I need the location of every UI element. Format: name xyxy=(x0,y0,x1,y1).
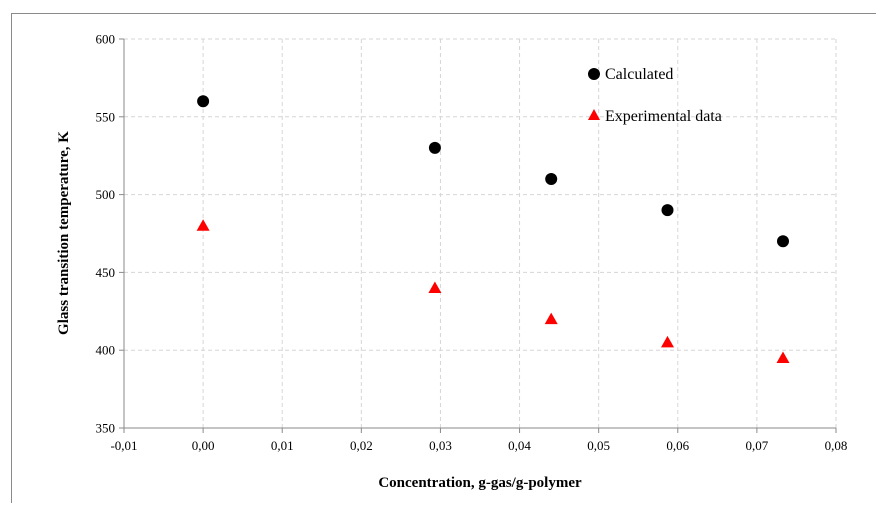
x-tick-label: 0,01 xyxy=(271,438,294,453)
data-point-calculated xyxy=(197,95,209,107)
data-point-experimental xyxy=(776,351,789,363)
legend-label-experimental: Experimental data xyxy=(605,108,722,125)
data-point-calculated xyxy=(661,204,673,216)
x-tick-label: 0,07 xyxy=(746,438,769,453)
x-tick-label: 0,02 xyxy=(350,438,373,453)
data-point-calculated xyxy=(777,235,789,247)
data-point-calculated xyxy=(429,142,441,154)
data-point-experimental xyxy=(428,281,441,293)
x-tick-label: 0,04 xyxy=(508,438,531,453)
y-tick-label: 350 xyxy=(96,421,116,436)
axes xyxy=(119,39,836,433)
y-tick-label: 450 xyxy=(96,265,116,280)
data-point-experimental xyxy=(545,313,558,325)
data-point-experimental xyxy=(197,219,210,231)
x-tick-label: 0,03 xyxy=(429,438,452,453)
y-tick-label: 550 xyxy=(96,109,116,124)
x-tick-label: 0,05 xyxy=(587,438,610,453)
x-tick-label: 0,06 xyxy=(666,438,689,453)
legend-marker-calculated xyxy=(588,68,600,80)
legend-label-calculated: Calculated xyxy=(605,66,673,83)
data-points xyxy=(197,95,790,363)
x-tick-labels: -0,01 0,00 0,01 0,02 0,03 0,04 0,05 0,06 0,07 0,0… xyxy=(110,438,847,453)
data-point-experimental xyxy=(661,336,674,348)
x-tick-label: 0,00 xyxy=(192,438,215,453)
data-point-calculated xyxy=(545,173,557,185)
x-tick-label: 0,08 xyxy=(825,438,848,453)
y-tick-label: 400 xyxy=(96,343,116,358)
grid xyxy=(124,39,836,428)
y-tick-label: 500 xyxy=(96,187,116,202)
y-tick-label: 600 xyxy=(96,32,116,47)
y-axis-title: Glass transition temperature, K xyxy=(56,131,72,335)
legend: Calculated Experimental data xyxy=(588,66,722,125)
y-tick-labels: 350 400 450 500 550 600 xyxy=(96,32,116,436)
x-axis-title: Concentration, g-gas/g-polymer xyxy=(378,475,582,491)
x-tick-label: -0,01 xyxy=(110,438,137,453)
